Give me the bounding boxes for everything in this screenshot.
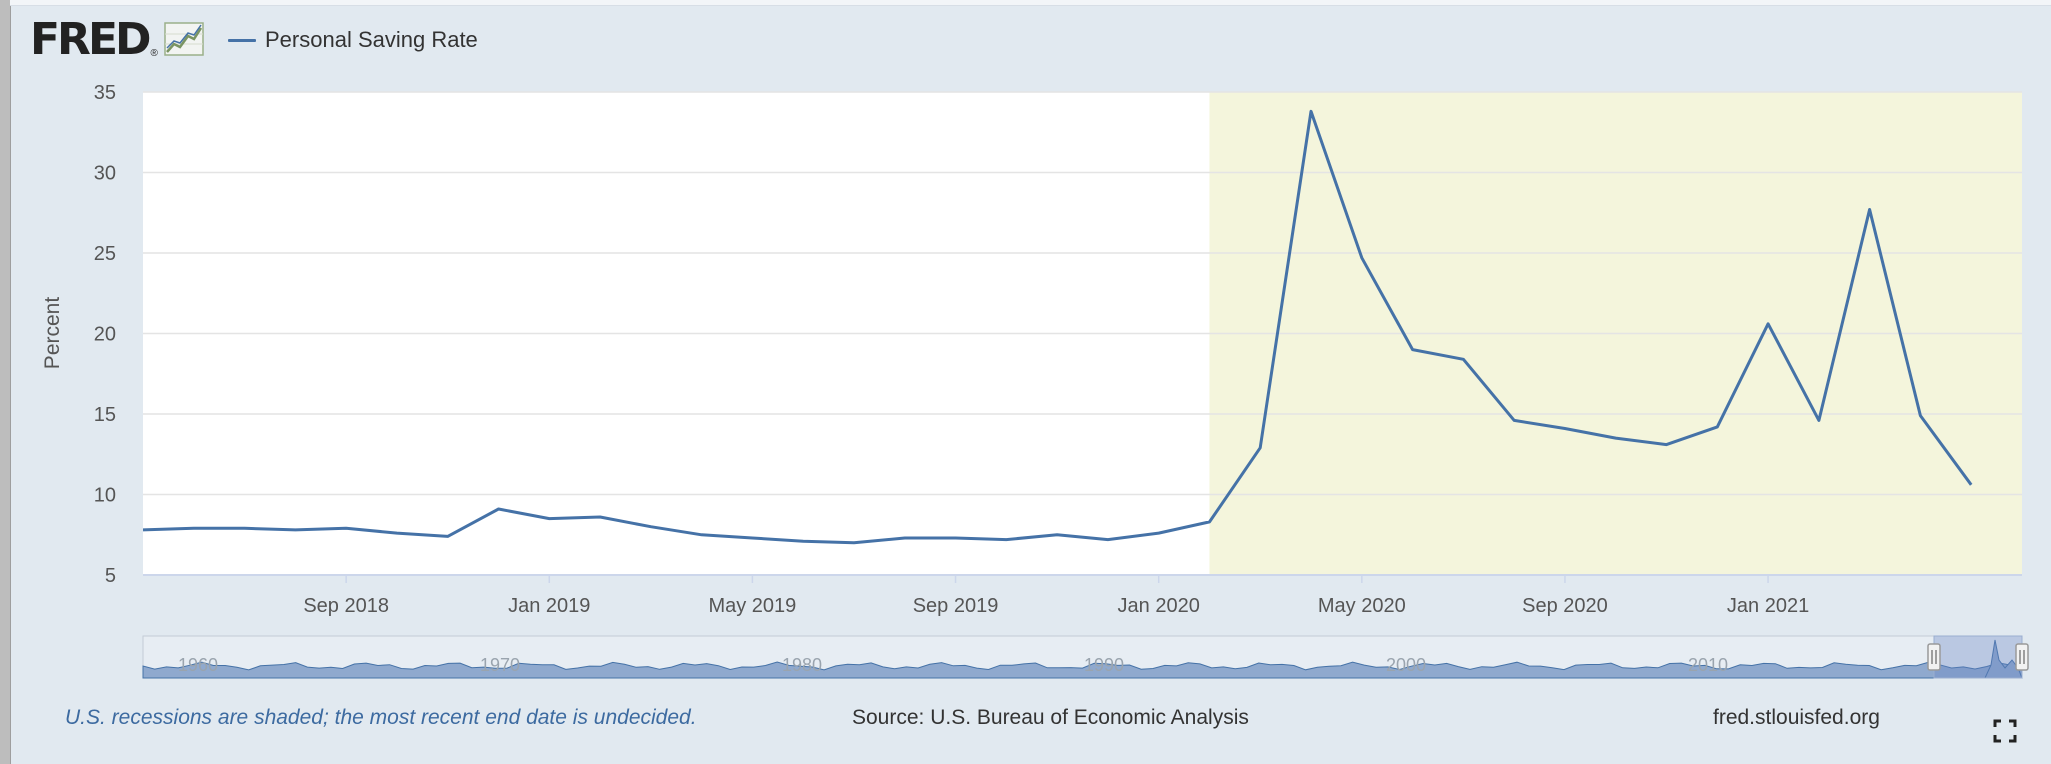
data-point[interactable]: [1763, 319, 1773, 329]
navigator-year-label: 1980: [782, 655, 822, 675]
data-point[interactable]: [290, 525, 300, 535]
data-point[interactable]: [341, 523, 351, 533]
x-tick-label: Jan 2021: [1727, 595, 1809, 617]
data-point[interactable]: [697, 530, 707, 540]
x-tick-label: Sep 2019: [913, 595, 999, 617]
x-tick-label: Jan 2020: [1118, 595, 1200, 617]
data-point[interactable]: [1458, 354, 1468, 364]
y-tick-label: 10: [94, 485, 116, 507]
x-tick-label: Sep 2018: [303, 595, 389, 617]
navigator-handle[interactable]: [1927, 643, 1941, 671]
data-point[interactable]: [189, 523, 199, 533]
data-point[interactable]: [1611, 433, 1621, 443]
fullscreen-icon[interactable]: [1993, 719, 2017, 743]
x-tick-label: Jan 2019: [508, 595, 590, 617]
legend-series-swatch: [228, 38, 256, 42]
navigator-year-label: 1970: [480, 655, 520, 675]
data-point[interactable]: [1814, 415, 1824, 425]
navigator-year-label: 2000: [1386, 655, 1426, 675]
data-point[interactable]: [747, 533, 757, 543]
x-tick-label: May 2019: [708, 595, 796, 617]
x-tick-label: May 2020: [1318, 595, 1406, 617]
series-line[interactable]: [143, 109, 1973, 545]
data-point[interactable]: [1712, 422, 1722, 432]
data-point[interactable]: [1001, 535, 1011, 545]
data-point[interactable]: [1408, 345, 1418, 355]
navigator-handle[interactable]: [2015, 643, 2029, 671]
data-point[interactable]: [1560, 423, 1570, 433]
navigator-spike: [1984, 639, 2023, 679]
fred-logo-text: FRED: [30, 14, 152, 65]
data-point[interactable]: [1509, 415, 1519, 425]
chart-legend[interactable]: Personal Saving Rate: [228, 24, 478, 56]
data-point[interactable]: [1255, 443, 1265, 453]
navigator-area: [142, 661, 2023, 679]
y-tick-label: 20: [94, 324, 116, 346]
data-point[interactable]: [544, 514, 554, 524]
data-point[interactable]: [1154, 528, 1164, 538]
data-point[interactable]: [1204, 517, 1214, 527]
data-point[interactable]: [951, 533, 961, 543]
data-point[interactable]: [1915, 411, 1925, 421]
data-point[interactable]: [798, 536, 808, 546]
data-point[interactable]: [1052, 530, 1062, 540]
line-chart[interactable]: 5 10 15 20 25 30 35 Sep 2018 Jan 2019 May 2019 Se…: [0, 0, 2051, 700]
data-point[interactable]: [443, 531, 453, 541]
source-note: Source: U.S. Bureau of Economic Analysis: [852, 706, 1249, 729]
navigator-year-label: 1960: [178, 655, 218, 675]
data-point[interactable]: [138, 525, 148, 535]
y-tick-label: 15: [94, 404, 116, 426]
data-point[interactable]: [595, 512, 605, 522]
data-point[interactable]: [493, 504, 503, 514]
page-left-rail: [0, 0, 11, 764]
data-point[interactable]: [900, 533, 910, 543]
data-point[interactable]: [849, 538, 859, 548]
registered-mark: ®: [150, 48, 158, 59]
x-tick-label: Sep 2020: [1522, 595, 1608, 617]
navigator-selection[interactable]: [1933, 635, 2023, 679]
data-point[interactable]: [1306, 106, 1316, 116]
data-point[interactable]: [1103, 535, 1113, 545]
y-tick-label: 35: [94, 82, 116, 104]
data-point[interactable]: [392, 528, 402, 538]
data-point[interactable]: [1966, 480, 1976, 490]
data-point[interactable]: [240, 523, 250, 533]
navigator-year-label: 1990: [1084, 655, 1124, 675]
fred-logo[interactable]: FRED ®: [30, 18, 204, 62]
recession-note: U.S. recessions are shaded; the most rec…: [65, 706, 697, 729]
data-point[interactable]: [646, 522, 656, 532]
data-point[interactable]: [1357, 253, 1367, 263]
chart-graph-icon: [164, 22, 204, 56]
data-point[interactable]: [1662, 440, 1672, 450]
y-tick-label: 30: [94, 163, 116, 185]
y-tick-label: 25: [94, 243, 116, 265]
y-tick-label: 5: [105, 565, 116, 587]
top-strip: [10, 0, 2051, 6]
legend-series-label: Personal Saving Rate: [265, 27, 478, 52]
navigator-year-label: 2010: [1688, 655, 1728, 675]
data-point[interactable]: [1865, 205, 1875, 215]
site-link[interactable]: fred.stlouisfed.org: [1713, 706, 1880, 729]
